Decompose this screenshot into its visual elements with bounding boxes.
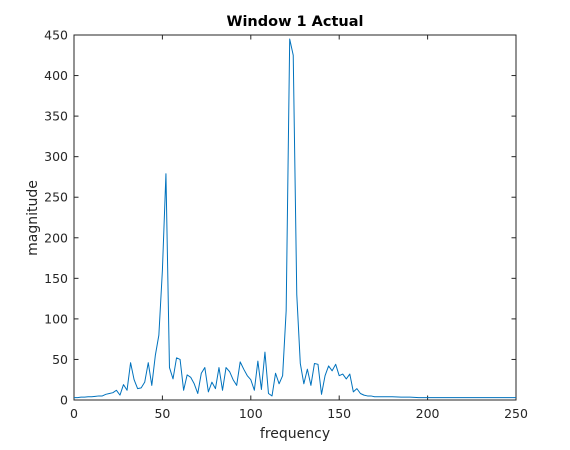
y-tick-label: 250 — [44, 190, 68, 205]
x-ticks: 0 50 100 150 200 250 — [70, 35, 528, 421]
x-tick-label: 50 — [154, 406, 170, 421]
x-tick-label: 250 — [504, 406, 528, 421]
x-tick-label: 100 — [239, 406, 263, 421]
series-line — [74, 38, 516, 399]
y-tick-label: 300 — [44, 149, 68, 164]
y-axis-label: magnitude — [25, 180, 41, 256]
y-tick-label: 200 — [44, 230, 68, 245]
axes — [73, 34, 517, 401]
y-tick-label: 0 — [60, 393, 68, 408]
y-tick-label: 400 — [44, 68, 68, 83]
y-tick-label: 150 — [44, 271, 68, 286]
y-tick-label: 100 — [44, 311, 68, 326]
x-axis-label: frequency — [260, 426, 330, 442]
y-tick-label: 450 — [44, 28, 68, 43]
y-tick-label: 50 — [52, 352, 68, 367]
series-group — [74, 38, 516, 399]
y-tick-label: 350 — [44, 109, 68, 124]
chart-title: Window 1 Actual — [226, 14, 363, 30]
x-tick-label: 200 — [416, 406, 440, 421]
x-tick-label: 0 — [70, 406, 78, 421]
plot-area — [73, 34, 517, 401]
y-ticks: 0 50 100 150 200 250 300 350 400 450 — [44, 28, 516, 408]
x-tick-label: 150 — [327, 406, 351, 421]
